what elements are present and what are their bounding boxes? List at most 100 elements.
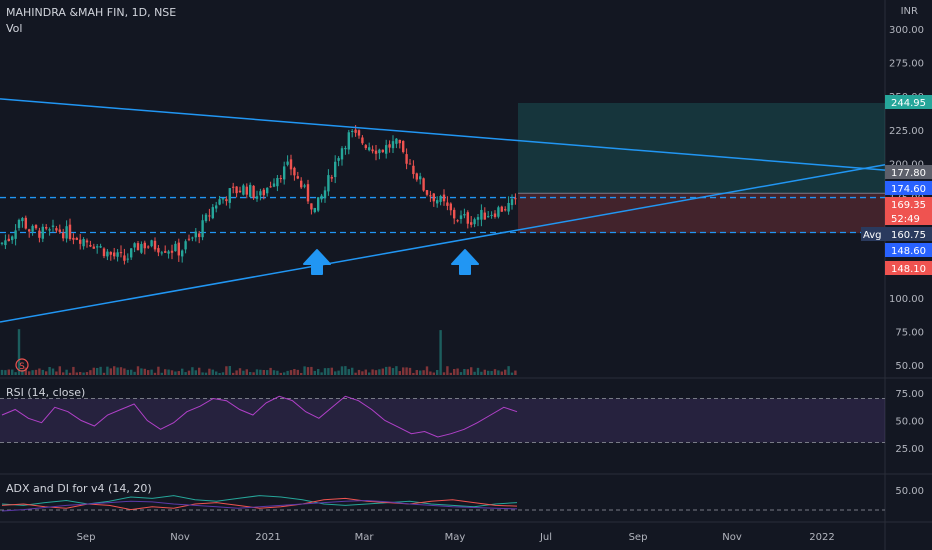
volume-bar: [337, 370, 340, 375]
volume-bar: [160, 372, 163, 375]
candle-body: [371, 149, 374, 152]
candle-body: [181, 250, 184, 257]
candle-body: [262, 189, 265, 196]
candle-body: [466, 212, 469, 224]
volume-bar: [136, 366, 140, 375]
volume-bar: [510, 372, 514, 375]
volume-bar: [238, 368, 242, 375]
candle-body: [429, 195, 432, 197]
candle-body: [351, 130, 354, 132]
volume-label[interactable]: Vol: [6, 22, 23, 35]
trendline: [0, 98, 886, 171]
candle-body: [109, 252, 112, 255]
symbol-title[interactable]: MAHINDRA &MAH FIN, 1D, NSE: [6, 6, 177, 19]
volume-bar: [446, 366, 449, 375]
price-tick: 300.00: [889, 25, 924, 36]
volume-bar: [164, 369, 167, 375]
volume-bar: [293, 368, 296, 375]
candle-body: [208, 215, 211, 217]
time-tick: Nov: [722, 532, 742, 543]
volume-bar: [276, 370, 279, 375]
candle-body: [456, 220, 459, 222]
candle-body: [266, 187, 269, 194]
candle-body: [252, 185, 255, 198]
rsi-tick: 25.00: [895, 444, 924, 455]
adx-label[interactable]: ADX and DI for v4 (14, 20): [6, 482, 152, 495]
volume-bar: [252, 372, 255, 375]
candle-body: [269, 186, 272, 188]
rsi-label[interactable]: RSI (14, close): [6, 386, 86, 399]
volume-bar: [388, 366, 391, 375]
time-tick: Sep: [77, 532, 96, 543]
candle-body: [218, 199, 221, 205]
volume-bar: [493, 369, 497, 375]
candle-body: [334, 161, 337, 178]
candle-body: [150, 240, 153, 247]
candle-body: [259, 191, 262, 196]
candle-body: [279, 178, 282, 180]
candle-body: [215, 205, 218, 209]
volume-bar: [259, 369, 262, 375]
volume-bar: [480, 371, 483, 375]
candle-body: [116, 252, 119, 257]
candle-body: [96, 246, 99, 248]
volume-bar: [334, 371, 337, 375]
volume-bar: [191, 367, 194, 375]
volume-bar: [109, 368, 112, 375]
candle-body: [147, 246, 150, 248]
candle-body: [174, 243, 177, 252]
candle-body: [391, 141, 395, 149]
candle-body: [354, 129, 357, 133]
volume-bar: [317, 369, 320, 375]
volume-bar: [208, 368, 211, 375]
currency-label: INR: [900, 6, 918, 17]
volume-bar: [14, 372, 17, 375]
candle-body: [130, 248, 133, 258]
candle-body: [368, 147, 371, 151]
volume-bar: [45, 371, 48, 375]
volume-bar: [204, 372, 208, 375]
volume-bar: [24, 367, 27, 375]
volume-bar: [17, 329, 21, 375]
volume-bar: [167, 369, 170, 375]
candle-body: [504, 209, 507, 211]
volume-bar: [181, 368, 184, 375]
volume-bar: [279, 372, 282, 375]
time-tick: 2021: [255, 532, 280, 543]
price-label-prefix-bg: [861, 227, 885, 241]
volume-bar: [371, 369, 374, 375]
volume-bar: [398, 371, 401, 375]
candle-body: [28, 229, 31, 232]
candle-body: [510, 199, 514, 206]
adx-tick: 50.00: [895, 486, 924, 497]
volume-bar: [58, 366, 61, 375]
candle-body: [378, 149, 381, 154]
volume-bar: [514, 370, 517, 375]
candle-body: [17, 219, 21, 228]
volume-bar: [507, 366, 510, 375]
volume-bar: [323, 368, 327, 375]
candle-body: [436, 200, 439, 204]
price-tick: 50.00: [895, 361, 924, 372]
price-label-prefix: Avg: [863, 230, 882, 241]
candle-body: [381, 149, 384, 153]
price-label-bg: [885, 227, 932, 241]
candle-body: [374, 150, 378, 154]
volume-bar: [340, 366, 344, 375]
volume-bar: [473, 371, 476, 375]
split-marker-icon: [15, 358, 29, 372]
price-label: 160.75: [891, 230, 926, 241]
volume-bar: [351, 367, 354, 375]
candle-body: [310, 203, 313, 210]
volume-bar: [313, 370, 316, 375]
candle-body: [470, 222, 473, 225]
candle-body: [41, 226, 44, 239]
candle-body: [153, 240, 157, 250]
volume-bar: [96, 367, 99, 375]
volume-bar: [68, 372, 72, 375]
time-tick: May: [445, 532, 466, 543]
candle-body: [473, 219, 476, 225]
candle-body: [113, 252, 116, 257]
candle-body: [204, 214, 208, 222]
